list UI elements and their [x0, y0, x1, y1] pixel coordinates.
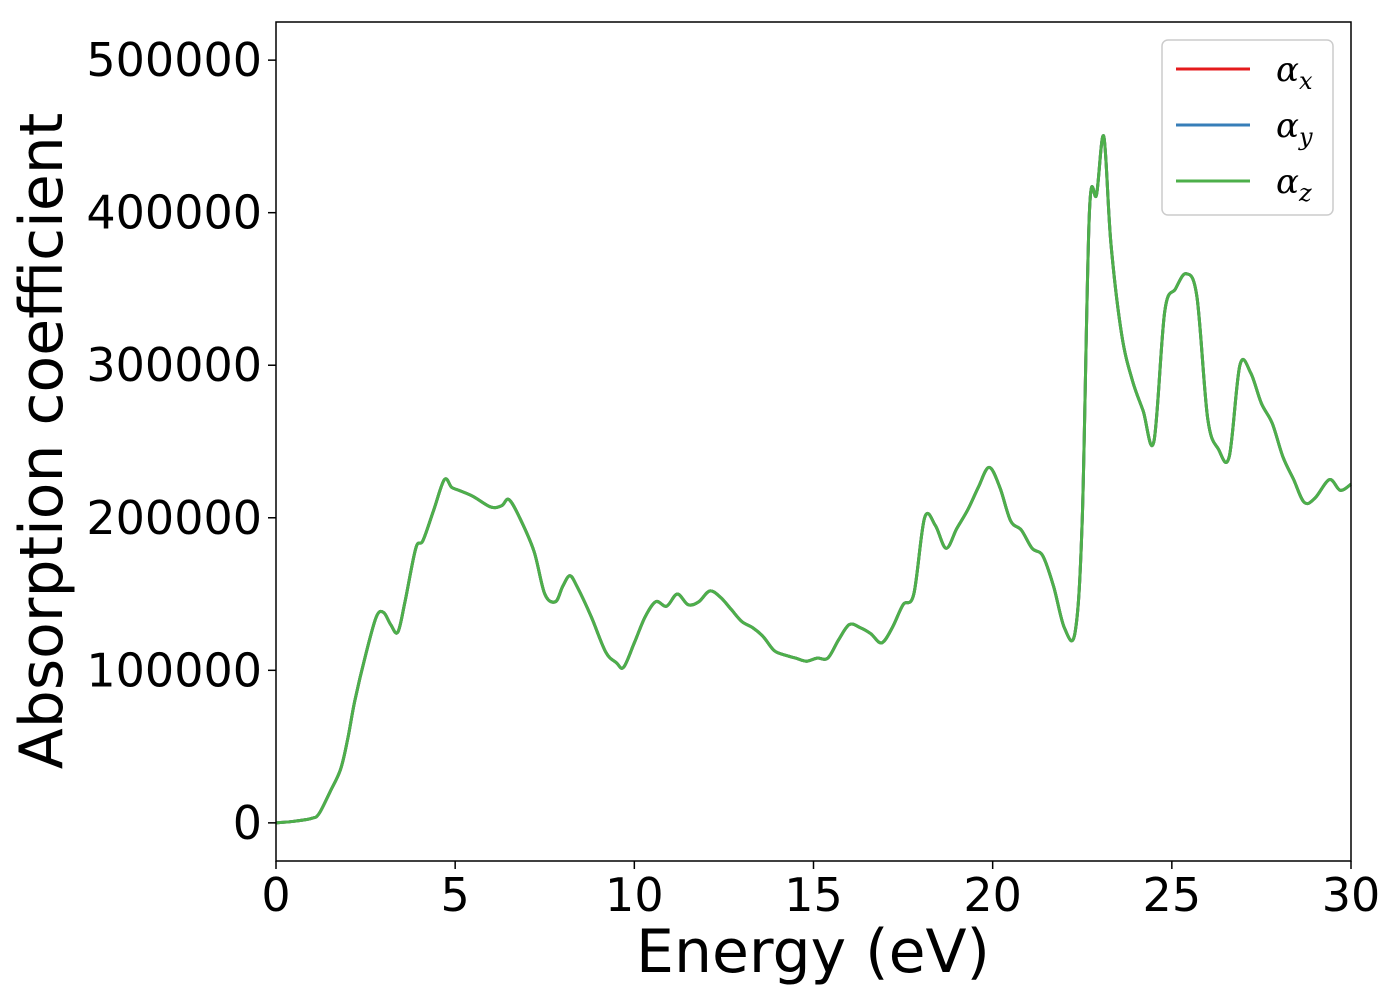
- x-tick-label: 5: [441, 868, 470, 922]
- y-tick-label: 100000: [86, 643, 262, 697]
- legend-label-x: αx: [1276, 50, 1313, 95]
- series-layer: [275, 134, 1352, 825]
- x-tick-label: 15: [784, 868, 843, 922]
- x-tick-label: 30: [1322, 868, 1381, 922]
- legend-label-y: αy: [1276, 106, 1313, 151]
- x-tick-label: 25: [1143, 868, 1202, 922]
- ticks-layer: 0 5 10 15 20 25 30 0 100000 200000 300000 400000 500…: [86, 33, 1380, 922]
- legend: αx αy αz: [1161, 39, 1334, 216]
- legend-box: [1161, 39, 1334, 216]
- series-line-1: [275, 134, 1352, 825]
- x-tick-label: 10: [605, 868, 664, 922]
- x-tick-label: 0: [261, 868, 290, 922]
- series-line-2: [275, 134, 1352, 825]
- y-tick-label: 0: [233, 796, 262, 850]
- x-axis-title: Energy (eV): [636, 917, 990, 987]
- x-tick-label: 20: [963, 868, 1022, 922]
- legend-label-z: αz: [1276, 162, 1312, 207]
- y-tick-label: 200000: [86, 491, 262, 545]
- y-tick-label: 300000: [86, 338, 262, 392]
- y-tick-label: 400000: [86, 186, 262, 240]
- y-tick-label: 500000: [86, 33, 262, 87]
- y-axis-title: Absorption coefficient: [7, 113, 77, 770]
- series-line-3: [275, 134, 1352, 825]
